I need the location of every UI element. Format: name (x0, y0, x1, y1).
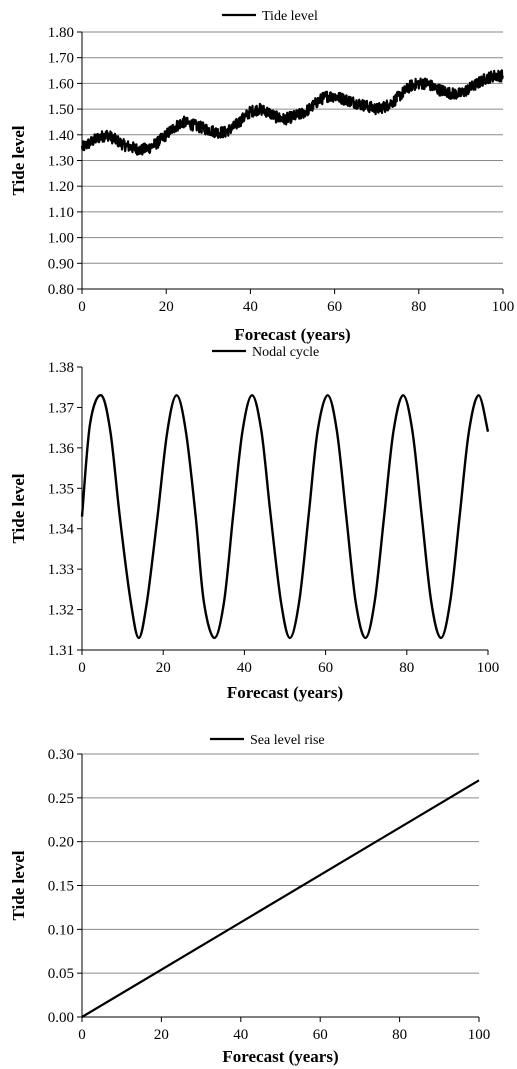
x-tick-label: 60 (318, 660, 333, 676)
y-axis-title: Tide level (9, 125, 28, 195)
y-tick-label: 1.10 (48, 205, 74, 221)
y-tick-label: 0.05 (48, 966, 74, 982)
y-axis-title: Tide level (9, 473, 28, 543)
y-tick-label: 1.37 (48, 400, 75, 416)
y-tick-label: 1.31 (48, 643, 74, 659)
chart-2: 1.31 1.32 1.33 1.34 1.35 1.36 1.37 1.38 0 20 40 60 8… (9, 345, 499, 702)
y-tick-label: 0.20 (48, 835, 74, 851)
series-line-1 (81, 779, 480, 1018)
x-tick-label: 40 (243, 299, 258, 315)
y-tick-label: 1.00 (48, 231, 74, 247)
y-tick-label: 1.60 (48, 76, 74, 92)
legend-label: Tide level (262, 9, 318, 24)
y-tick-label: 1.50 (48, 102, 74, 118)
y-tick-label: 0.30 (48, 747, 74, 763)
y-tick-label: 0.80 (48, 282, 74, 298)
x-axis-title: Forecast (years) (222, 1047, 338, 1066)
chart-3: 0.00 0.05 0.10 0.15 0.20 0.25 0.30 0 20 40 60 80 100… (9, 733, 490, 1066)
series-line-1 (80, 394, 490, 640)
x-tick-label: 60 (327, 299, 342, 315)
y-axis-title: Tide level (9, 850, 28, 920)
y-tick-label: 1.40 (48, 128, 74, 144)
y-tick-label: 1.36 (48, 441, 75, 457)
y-tick-label: 1.35 (48, 481, 74, 497)
chart-1: 0.80 0.90 1.00 1.10 1.20 1.30 1.40 1.50 1.60 1.70… (9, 9, 514, 344)
legend-label: Nodal cycle (252, 345, 319, 360)
x-tick-label: 0 (78, 1027, 86, 1043)
y-tick-label: 1.38 (48, 360, 74, 376)
y-tick-label: 0.10 (48, 922, 74, 938)
x-tick-label: 60 (313, 1027, 328, 1043)
x-tick-label: 100 (477, 660, 500, 676)
x-tick-label: 100 (492, 299, 515, 315)
y-tick-label: 0.90 (48, 256, 74, 272)
x-tick-label: 40 (233, 1027, 248, 1043)
legend-label: Sea level rise (250, 733, 325, 748)
x-tick-label: 20 (159, 299, 174, 315)
y-tick-label: 1.80 (48, 25, 74, 41)
y-tick-label: 0.15 (48, 879, 74, 895)
y-tick-label: 1.20 (48, 179, 74, 195)
y-tick-label: 0.25 (48, 791, 74, 807)
x-tick-label: 0 (78, 299, 86, 315)
y-tick-label: 1.30 (48, 154, 74, 170)
series-line-1 (80, 69, 504, 156)
x-tick-label: 80 (411, 299, 426, 315)
x-tick-label: 20 (154, 1027, 169, 1043)
x-tick-label: 0 (78, 660, 86, 676)
y-tick-label: 1.33 (48, 562, 74, 578)
x-axis-title: Forecast (years) (234, 325, 350, 344)
x-tick-label: 100 (468, 1027, 491, 1043)
x-tick-label: 80 (399, 660, 414, 676)
x-axis-title: Forecast (years) (227, 683, 343, 702)
x-tick-label: 20 (156, 660, 171, 676)
y-tick-label: 0.00 (48, 1010, 74, 1026)
x-tick-label: 80 (392, 1027, 407, 1043)
y-tick-label: 1.70 (48, 51, 74, 67)
x-tick-label: 40 (237, 660, 252, 676)
y-tick-label: 1.34 (48, 522, 75, 538)
y-tick-label: 1.32 (48, 603, 74, 619)
